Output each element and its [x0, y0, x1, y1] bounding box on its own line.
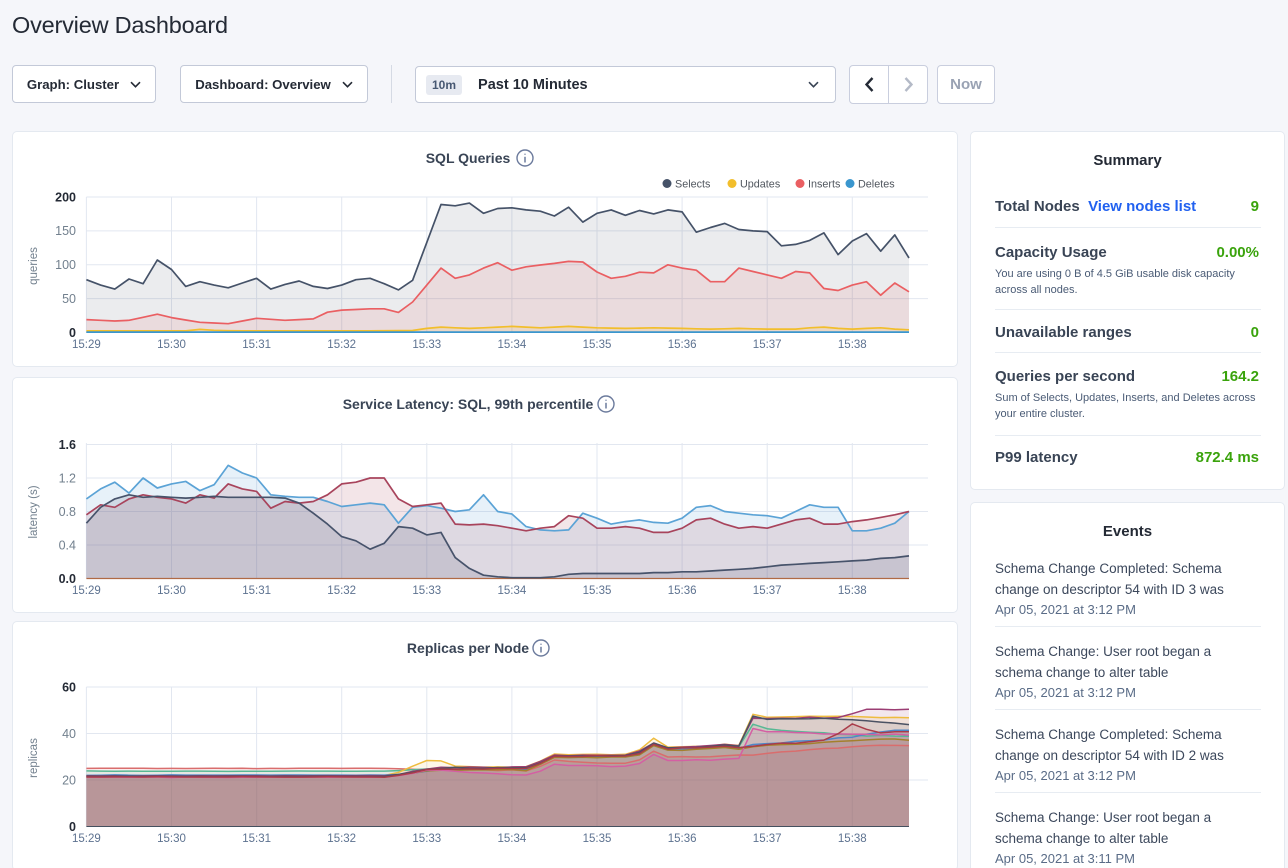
svg-text:15:31: 15:31 [242, 833, 271, 845]
svg-text:15:38: 15:38 [838, 833, 867, 845]
svg-text:Service Latency: SQL, 99th per: Service Latency: SQL, 99th percentile [343, 396, 594, 412]
svg-text:15:36: 15:36 [668, 833, 697, 845]
svg-text:15:37: 15:37 [753, 339, 782, 351]
svg-text:Inserts: Inserts [808, 179, 841, 191]
svg-text:15:33: 15:33 [412, 339, 441, 351]
svg-text:15:36: 15:36 [668, 585, 697, 597]
svg-text:Selects: Selects [675, 179, 711, 191]
svg-text:15:32: 15:32 [327, 339, 356, 351]
svg-text:15:38: 15:38 [838, 585, 867, 597]
svg-text:Deletes: Deletes [858, 179, 895, 191]
svg-text:15:29: 15:29 [72, 833, 101, 845]
svg-text:15:34: 15:34 [498, 833, 527, 845]
svg-text:200: 200 [55, 190, 76, 204]
svg-text:15:35: 15:35 [583, 339, 612, 351]
svg-text:0.0: 0.0 [59, 572, 76, 586]
svg-text:0: 0 [69, 326, 76, 340]
svg-text:100: 100 [55, 258, 76, 272]
svg-text:15:38: 15:38 [838, 339, 867, 351]
svg-text:15:30: 15:30 [157, 585, 186, 597]
svg-text:50: 50 [62, 292, 76, 306]
svg-text:15:33: 15:33 [412, 585, 441, 597]
svg-text:15:29: 15:29 [72, 585, 101, 597]
svg-text:15:31: 15:31 [242, 585, 271, 597]
svg-text:1.2: 1.2 [59, 471, 76, 485]
svg-text:15:36: 15:36 [668, 339, 697, 351]
svg-text:SQL Queries: SQL Queries [426, 150, 511, 166]
svg-text:150: 150 [55, 224, 76, 238]
svg-text:15:37: 15:37 [753, 585, 782, 597]
svg-text:latency (s): latency (s) [28, 485, 40, 538]
svg-text:Replicas per Node: Replicas per Node [407, 640, 529, 656]
svg-text:60: 60 [62, 680, 76, 694]
svg-text:20: 20 [62, 773, 76, 787]
svg-text:15:35: 15:35 [583, 585, 612, 597]
svg-text:15:31: 15:31 [242, 339, 271, 351]
svg-text:15:34: 15:34 [498, 585, 527, 597]
svg-text:15:35: 15:35 [583, 833, 612, 845]
svg-text:Updates: Updates [740, 179, 781, 191]
svg-text:15:30: 15:30 [157, 339, 186, 351]
svg-text:15:33: 15:33 [412, 833, 441, 845]
svg-text:queries: queries [28, 247, 40, 285]
svg-text:15:30: 15:30 [157, 833, 186, 845]
svg-text:15:37: 15:37 [753, 833, 782, 845]
svg-text:0.8: 0.8 [59, 505, 76, 519]
svg-text:15:32: 15:32 [327, 585, 356, 597]
svg-text:replicas: replicas [28, 738, 40, 778]
svg-text:1.6: 1.6 [59, 438, 76, 452]
svg-text:0: 0 [69, 820, 76, 834]
svg-text:40: 40 [62, 727, 76, 741]
svg-text:15:32: 15:32 [327, 833, 356, 845]
svg-text:0.4: 0.4 [59, 538, 76, 552]
svg-text:15:34: 15:34 [498, 339, 527, 351]
svg-text:15:29: 15:29 [72, 339, 101, 351]
